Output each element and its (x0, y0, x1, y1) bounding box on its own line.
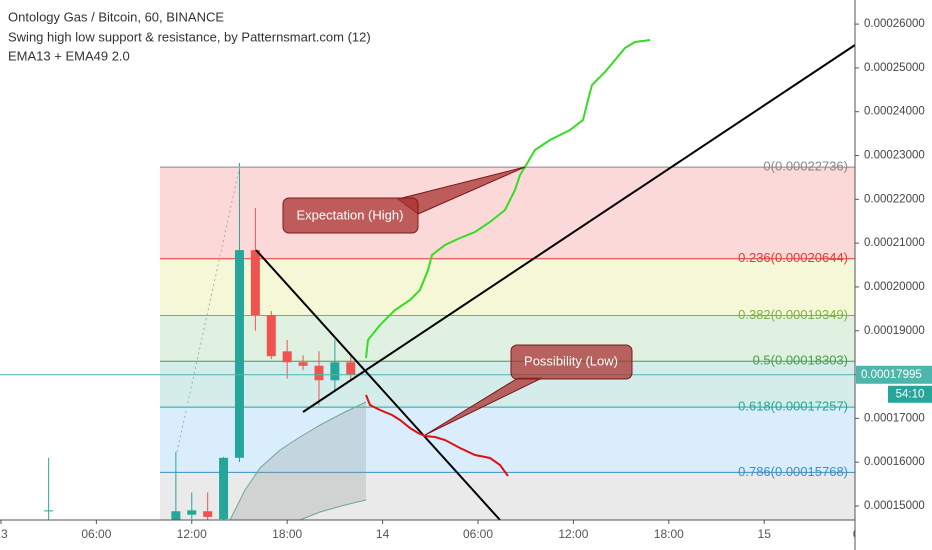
projection-high (365, 39, 651, 359)
last-price-box (856, 365, 932, 384)
fib-label: 0.786(0.00015768) (738, 464, 848, 479)
candle-body (314, 365, 324, 381)
indicator-label: EMA13 + EMA49 2.0 (8, 48, 130, 63)
chart-title: Ontology Gas / Bitcoin, 60, BINANCE (8, 9, 224, 24)
guide-line (176, 164, 241, 453)
candle-body (44, 510, 54, 512)
last-price-label: 0.00017995 (861, 369, 922, 381)
x-tick-label: 12:00 (177, 527, 207, 541)
candle-body (187, 510, 197, 515)
y-tick-label: 0.00017000 (864, 412, 925, 424)
candle-body (346, 362, 356, 375)
fib-band (159, 407, 855, 473)
candle-body (282, 351, 292, 363)
callout-text: Possibility (Low) (524, 353, 618, 368)
fib-label: 0.236(0.00020644) (738, 250, 848, 265)
y-tick-label: 0.00022000 (864, 193, 925, 205)
countdown-label: 54:10 (896, 388, 925, 400)
trend-line (255, 249, 501, 521)
y-tick-label: 0.00016000 (864, 456, 925, 468)
y-tick-label: 0.00025000 (864, 62, 925, 74)
candle-body (298, 362, 308, 366)
candle-body (266, 314, 276, 357)
y-tick-label: 0.00015000 (864, 500, 925, 512)
x-tick-label: 14 (376, 527, 390, 541)
candle-body (234, 250, 244, 458)
candle-body (250, 250, 260, 315)
fib-label: 0.618(0.00017257) (738, 399, 848, 414)
ema-line (229, 401, 367, 521)
y-tick-label: 0.00024000 (864, 106, 925, 118)
trend-line (302, 44, 856, 413)
projection-low (365, 394, 509, 477)
callout-text: Expectation (High) (297, 207, 404, 222)
x-tick-label: 18:00 (654, 527, 684, 541)
fib-band (159, 472, 855, 520)
candle-body (171, 511, 181, 520)
x-tick-label: 06:00 (81, 527, 111, 541)
candle-body (219, 457, 229, 520)
countdown-box (888, 385, 932, 403)
price-axis (855, 0, 932, 550)
x-tick-label: 06:00 (463, 527, 493, 541)
fib-label: 0(0.00022736) (763, 159, 848, 174)
ema-line (299, 499, 367, 521)
y-tick-label: 0.00023000 (864, 150, 925, 162)
indicator-label: Swing high low support & resistance, by … (8, 29, 371, 44)
time-axis (0, 520, 932, 550)
candle-body (203, 511, 213, 517)
x-tick-label: 15 (758, 527, 772, 541)
ema-area (230, 402, 366, 520)
fib-band (159, 258, 855, 316)
y-tick-label: 0.00019000 (864, 325, 925, 337)
fib-band (159, 167, 855, 259)
y-tick-label: 0.00026000 (864, 18, 925, 30)
drawings: Expectation (High) Possibility (Low) (176, 39, 856, 521)
fib-band (159, 315, 855, 362)
fib-label: 0.5(0.00018303) (753, 353, 848, 368)
y-tick-label: 0.00020000 (864, 281, 925, 293)
x-tick-label: 13 (0, 527, 8, 541)
x-tick-label: 18:00 (272, 527, 302, 541)
callout-box (282, 197, 419, 234)
candle-body (330, 362, 340, 381)
callout-box (510, 344, 633, 380)
plot-area: 0(0.00022736) 0.236(0.00020644) 0.382(0.00… (0, 159, 855, 520)
fib-label: 0.382(0.00019349) (738, 307, 848, 322)
x-tick-label: 12:00 (558, 527, 588, 541)
y-tick-label: 0.00021000 (864, 237, 925, 249)
